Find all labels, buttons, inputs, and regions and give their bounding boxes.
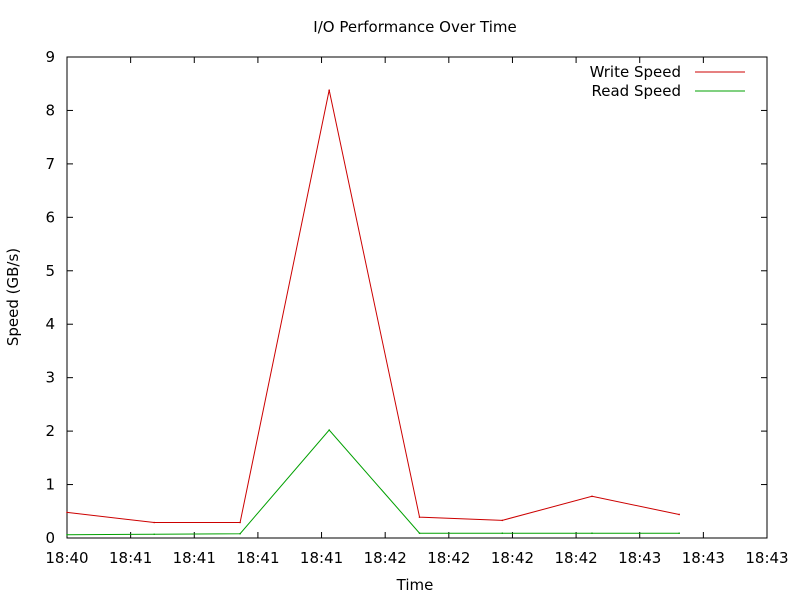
- x-tick-label: 18:41: [173, 549, 216, 567]
- series-line-write-speed: [66, 90, 680, 524]
- x-tick-label: 18:42: [364, 549, 407, 567]
- write-speed-point: [239, 521, 241, 524]
- y-tick-label: 0: [45, 529, 55, 547]
- series-group: [66, 89, 680, 536]
- y-axis-label: Speed (GB/s): [4, 248, 22, 346]
- read-speed-point: [501, 532, 504, 534]
- x-ticks-group: 18:40 18:41 18:41 18:41 18:41 18:42 18:42 18:42…: [45, 57, 789, 567]
- x-tick-label: 18:42: [554, 549, 597, 567]
- y-tick-label: 7: [45, 155, 55, 173]
- write-speed-point: [501, 519, 504, 522]
- series-line-read-speed: [66, 429, 680, 536]
- x-tick-label: 18:43: [618, 549, 661, 567]
- y-tick-label: 2: [45, 422, 55, 440]
- x-tick-label: 18:40: [45, 549, 88, 567]
- x-tick-label: 18:41: [109, 549, 152, 567]
- write-speed-point: [678, 513, 680, 516]
- legend: Write Speed Read Speed: [590, 63, 745, 100]
- write-speed-point: [418, 516, 421, 518]
- y-tick-label: 3: [45, 369, 55, 387]
- chart-title: I/O Performance Over Time: [313, 18, 516, 36]
- x-tick-label: 18:42: [491, 549, 534, 567]
- read-speed-point: [418, 532, 421, 534]
- legend-label-read-speed: Read Speed: [592, 82, 681, 100]
- y-tick-label: 6: [45, 208, 55, 226]
- plot-area-frame: [66, 56, 768, 539]
- write-speed-point: [66, 511, 68, 514]
- x-tick-label: 18:43: [682, 549, 725, 567]
- read-speed-point: [591, 532, 593, 534]
- y-ticks-group: 0 1 2 3 4 5 6 7 8 9: [45, 48, 767, 547]
- x-tick-label: 18:43: [745, 549, 788, 567]
- write-speed-point: [591, 495, 593, 498]
- y-tick-label: 5: [45, 262, 55, 280]
- y-tick-label: 9: [45, 48, 55, 66]
- x-tick-label: 18:41: [236, 549, 279, 567]
- x-tick-label: 18:41: [300, 549, 343, 567]
- write-speed-point: [153, 521, 155, 524]
- x-axis-label: Time: [396, 576, 434, 594]
- y-tick-label: 4: [45, 315, 55, 333]
- x-tick-label: 18:42: [427, 549, 470, 567]
- legend-label-write-speed: Write Speed: [590, 63, 681, 81]
- read-speed-point: [328, 429, 330, 431]
- y-tick-label: 8: [45, 101, 55, 119]
- write-speed-point: [328, 89, 330, 91]
- read-speed-point: [66, 533, 68, 536]
- y-tick-label: 1: [45, 476, 55, 494]
- read-speed-point: [678, 532, 680, 534]
- read-speed-point: [153, 533, 155, 536]
- read-speed-point: [239, 532, 241, 535]
